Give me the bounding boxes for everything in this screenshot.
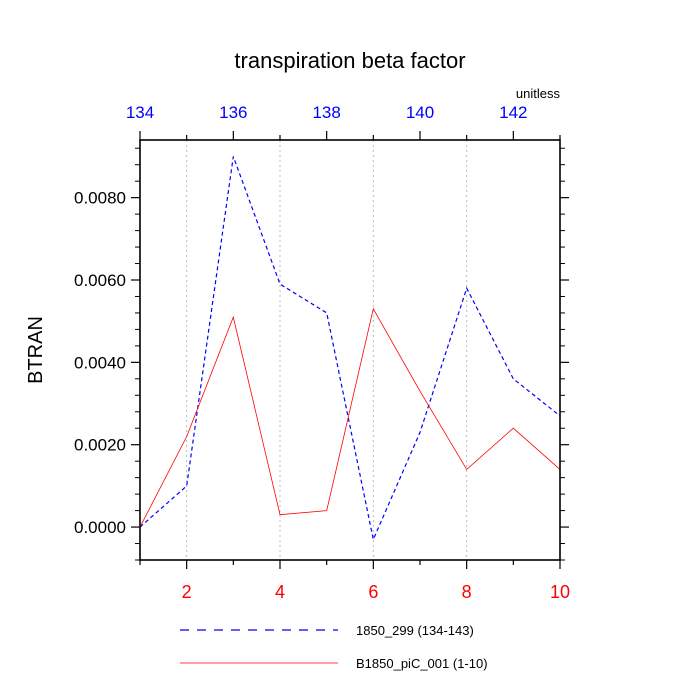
axes: 0.0000 0.0020 0.0040 0.0060 0.0080 2 4 6 8 10 134 1… <box>74 103 570 602</box>
chart-title: transpiration beta factor <box>234 48 465 73</box>
series-line-1 <box>139 156 561 542</box>
top-tick-label: 142 <box>499 103 527 122</box>
plot-frame <box>139 139 561 561</box>
y-axis-label: BTRAN <box>25 316 47 384</box>
units-label: unitless <box>516 86 561 101</box>
legend-label-1: 1850_299 (134-143) <box>356 623 474 638</box>
y-tick-label: 0.0040 <box>74 353 126 372</box>
series-layer <box>139 156 561 542</box>
legend: 1850_299 (134-143) B1850_piC_001 (1-10) <box>180 623 488 671</box>
bottom-tick-label: 2 <box>182 582 192 602</box>
series-line-2 <box>139 307 561 528</box>
bottom-tick-label: 4 <box>275 582 285 602</box>
grid <box>186 140 468 560</box>
top-tick-label: 138 <box>312 103 340 122</box>
top-tick-label: 134 <box>126 103 154 122</box>
y-tick-label: 0.0060 <box>74 271 126 290</box>
y-tick-label: 0.0080 <box>74 189 126 208</box>
y-tick-label: 0.0020 <box>74 436 126 455</box>
top-tick-label: 136 <box>219 103 247 122</box>
bottom-tick-label: 8 <box>462 582 472 602</box>
bottom-tick-label: 10 <box>550 582 570 602</box>
bottom-tick-label: 6 <box>368 582 378 602</box>
legend-label-2: B1850_piC_001 (1-10) <box>356 656 488 671</box>
top-tick-label: 140 <box>406 103 434 122</box>
y-tick-label: 0.0000 <box>74 518 126 537</box>
